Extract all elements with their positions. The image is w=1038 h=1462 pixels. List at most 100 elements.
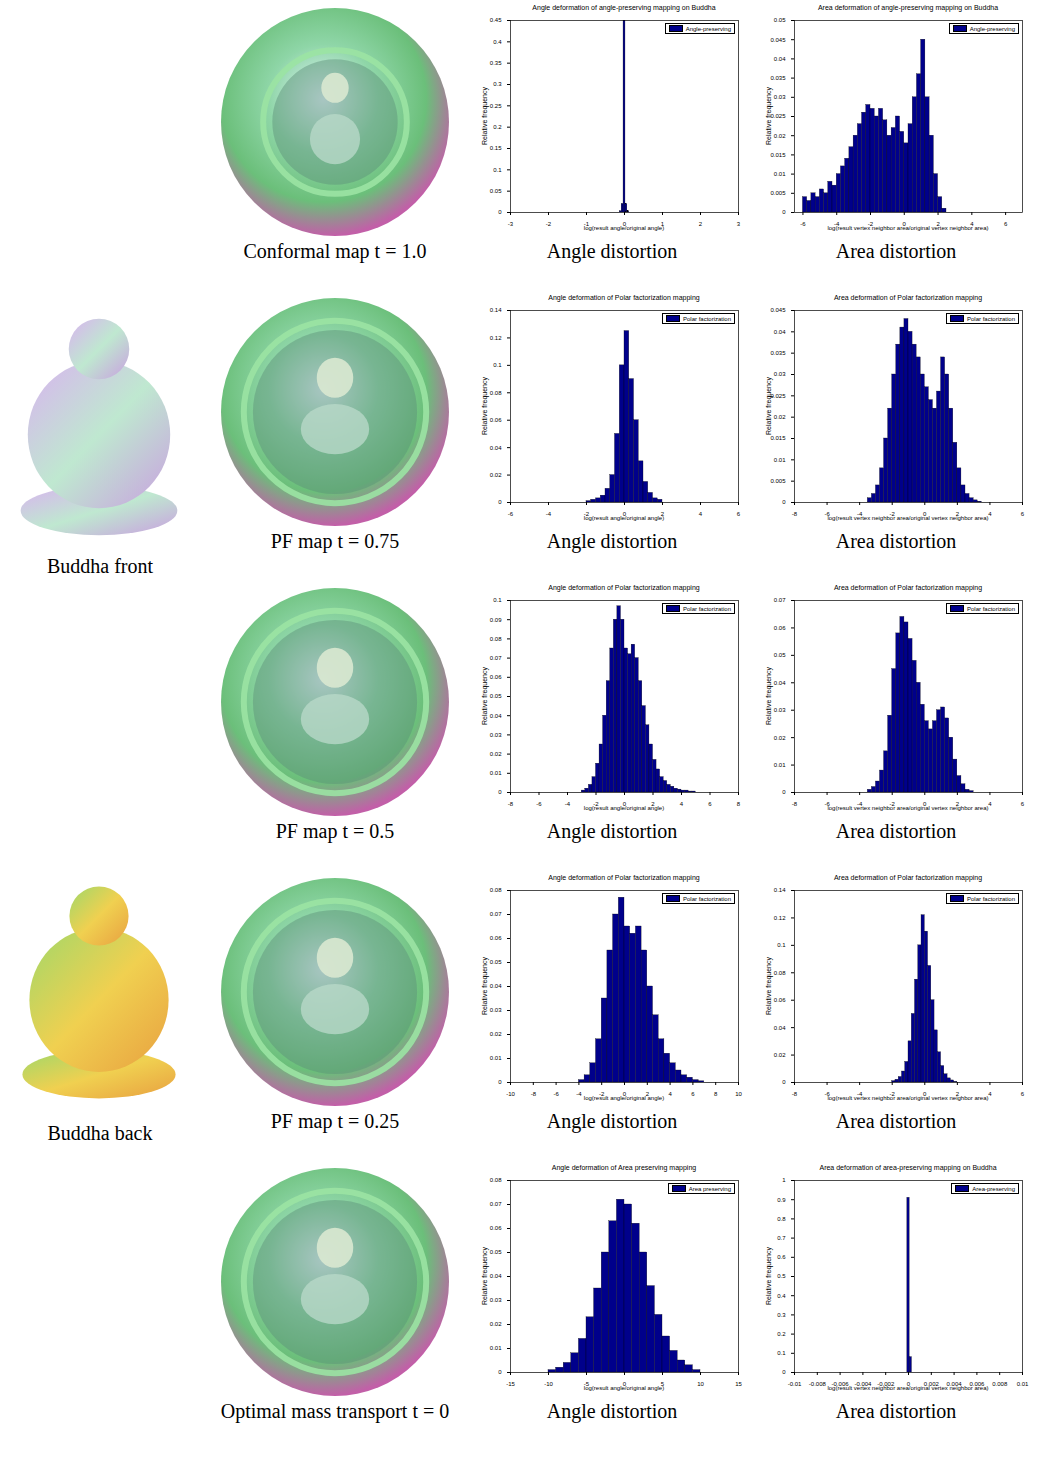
svg-text:0.12: 0.12 — [490, 335, 502, 341]
svg-text:0.08: 0.08 — [490, 887, 502, 893]
svg-text:3: 3 — [737, 221, 741, 227]
svg-text:0.08: 0.08 — [774, 970, 786, 976]
svg-text:0.4: 0.4 — [493, 39, 502, 45]
svg-text:4: 4 — [988, 801, 992, 807]
svg-text:-6: -6 — [553, 1091, 559, 1097]
svg-text:0.01: 0.01 — [490, 1345, 502, 1351]
svg-text:0.05: 0.05 — [490, 693, 502, 699]
svg-text:0: 0 — [782, 1079, 786, 1085]
svg-text:0.08: 0.08 — [490, 636, 502, 642]
svg-text:0.05: 0.05 — [490, 188, 502, 194]
svg-text:-8: -8 — [792, 801, 798, 807]
svg-text:0.1: 0.1 — [493, 362, 502, 368]
svg-text:15: 15 — [735, 1381, 742, 1387]
svg-text:0.45: 0.45 — [490, 17, 502, 23]
svg-text:0.1: 0.1 — [493, 167, 502, 173]
svg-text:4: 4 — [699, 511, 703, 517]
svg-text:-4: -4 — [576, 1091, 582, 1097]
svg-text:6: 6 — [1021, 511, 1025, 517]
svg-text:8: 8 — [714, 1091, 718, 1097]
svg-text:0.07: 0.07 — [490, 1201, 502, 1207]
svg-text:0.06: 0.06 — [490, 935, 502, 941]
svg-text:0.035: 0.035 — [770, 350, 786, 356]
svg-text:0.06: 0.06 — [490, 1225, 502, 1231]
svg-text:0.04: 0.04 — [774, 1025, 786, 1031]
svg-text:10: 10 — [697, 1381, 704, 1387]
svg-text:0.08: 0.08 — [490, 390, 502, 396]
svg-text:-8: -8 — [792, 1091, 798, 1097]
svg-text:0.005: 0.005 — [770, 478, 786, 484]
svg-text:6: 6 — [708, 801, 712, 807]
svg-text:0: 0 — [498, 499, 502, 505]
svg-text:0.03: 0.03 — [490, 1297, 502, 1303]
svg-text:0.01: 0.01 — [774, 457, 786, 463]
svg-text:0.02: 0.02 — [774, 414, 786, 420]
svg-text:0.15: 0.15 — [490, 145, 502, 151]
svg-text:0.02: 0.02 — [490, 751, 502, 757]
svg-text:0.1: 0.1 — [493, 597, 502, 603]
svg-text:0.08: 0.08 — [490, 1177, 502, 1183]
svg-text:-10: -10 — [506, 1091, 515, 1097]
svg-text:0.01: 0.01 — [490, 1055, 502, 1061]
svg-text:4: 4 — [668, 1091, 672, 1097]
svg-text:-0.008: -0.008 — [809, 1381, 827, 1387]
svg-text:0.025: 0.025 — [770, 113, 786, 119]
svg-text:0.06: 0.06 — [774, 625, 786, 631]
svg-text:-8: -8 — [531, 1091, 537, 1097]
svg-text:0.1: 0.1 — [777, 942, 786, 948]
svg-text:0.03: 0.03 — [774, 707, 786, 713]
svg-text:0.03: 0.03 — [490, 1007, 502, 1013]
svg-text:0: 0 — [782, 1369, 786, 1375]
svg-text:-8: -8 — [792, 511, 798, 517]
svg-text:0.015: 0.015 — [770, 435, 786, 441]
svg-text:0: 0 — [498, 1369, 502, 1375]
svg-text:0.25: 0.25 — [490, 103, 502, 109]
svg-text:0.7: 0.7 — [777, 1235, 786, 1241]
svg-text:0.02: 0.02 — [490, 472, 502, 478]
svg-text:0.02: 0.02 — [774, 735, 786, 741]
svg-text:0.04: 0.04 — [774, 329, 786, 335]
svg-text:0.01: 0.01 — [774, 171, 786, 177]
svg-text:6: 6 — [1021, 1091, 1025, 1097]
svg-text:0.4: 0.4 — [777, 1293, 786, 1299]
svg-text:0.008: 0.008 — [992, 1381, 1008, 1387]
svg-text:-15: -15 — [506, 1381, 515, 1387]
svg-text:0.3: 0.3 — [493, 81, 502, 87]
svg-text:0.015: 0.015 — [770, 152, 786, 158]
svg-text:0.04: 0.04 — [774, 680, 786, 686]
svg-text:0.04: 0.04 — [490, 983, 502, 989]
svg-text:4: 4 — [680, 801, 684, 807]
svg-text:-6: -6 — [536, 801, 542, 807]
svg-text:0.035: 0.035 — [770, 75, 786, 81]
svg-text:6: 6 — [737, 511, 741, 517]
svg-text:1: 1 — [782, 1177, 786, 1183]
svg-text:0.07: 0.07 — [490, 655, 502, 661]
svg-text:-10: -10 — [544, 1381, 553, 1387]
svg-text:-0.01: -0.01 — [788, 1381, 802, 1387]
svg-text:6: 6 — [1004, 221, 1008, 227]
svg-text:-2: -2 — [546, 221, 552, 227]
svg-text:0.07: 0.07 — [774, 597, 786, 603]
svg-text:0.02: 0.02 — [490, 1321, 502, 1327]
svg-text:0.06: 0.06 — [774, 997, 786, 1003]
svg-text:-4: -4 — [565, 801, 571, 807]
svg-text:0: 0 — [782, 789, 786, 795]
svg-text:-6: -6 — [508, 511, 514, 517]
svg-text:0: 0 — [498, 789, 502, 795]
svg-text:0.01: 0.01 — [1017, 1381, 1029, 1387]
svg-text:-3: -3 — [508, 221, 514, 227]
svg-text:6: 6 — [1021, 801, 1025, 807]
svg-text:0.6: 0.6 — [777, 1254, 786, 1260]
svg-text:-6: -6 — [800, 221, 806, 227]
svg-text:0.04: 0.04 — [490, 445, 502, 451]
svg-text:0.01: 0.01 — [490, 770, 502, 776]
svg-text:0.04: 0.04 — [774, 56, 786, 62]
svg-text:10: 10 — [735, 1091, 742, 1097]
svg-text:0.04: 0.04 — [490, 713, 502, 719]
svg-text:0.05: 0.05 — [490, 959, 502, 965]
svg-text:0.14: 0.14 — [490, 307, 502, 313]
svg-text:8: 8 — [737, 801, 741, 807]
svg-text:0.02: 0.02 — [490, 1031, 502, 1037]
svg-text:0.1: 0.1 — [777, 1350, 786, 1356]
svg-text:0.06: 0.06 — [490, 417, 502, 423]
